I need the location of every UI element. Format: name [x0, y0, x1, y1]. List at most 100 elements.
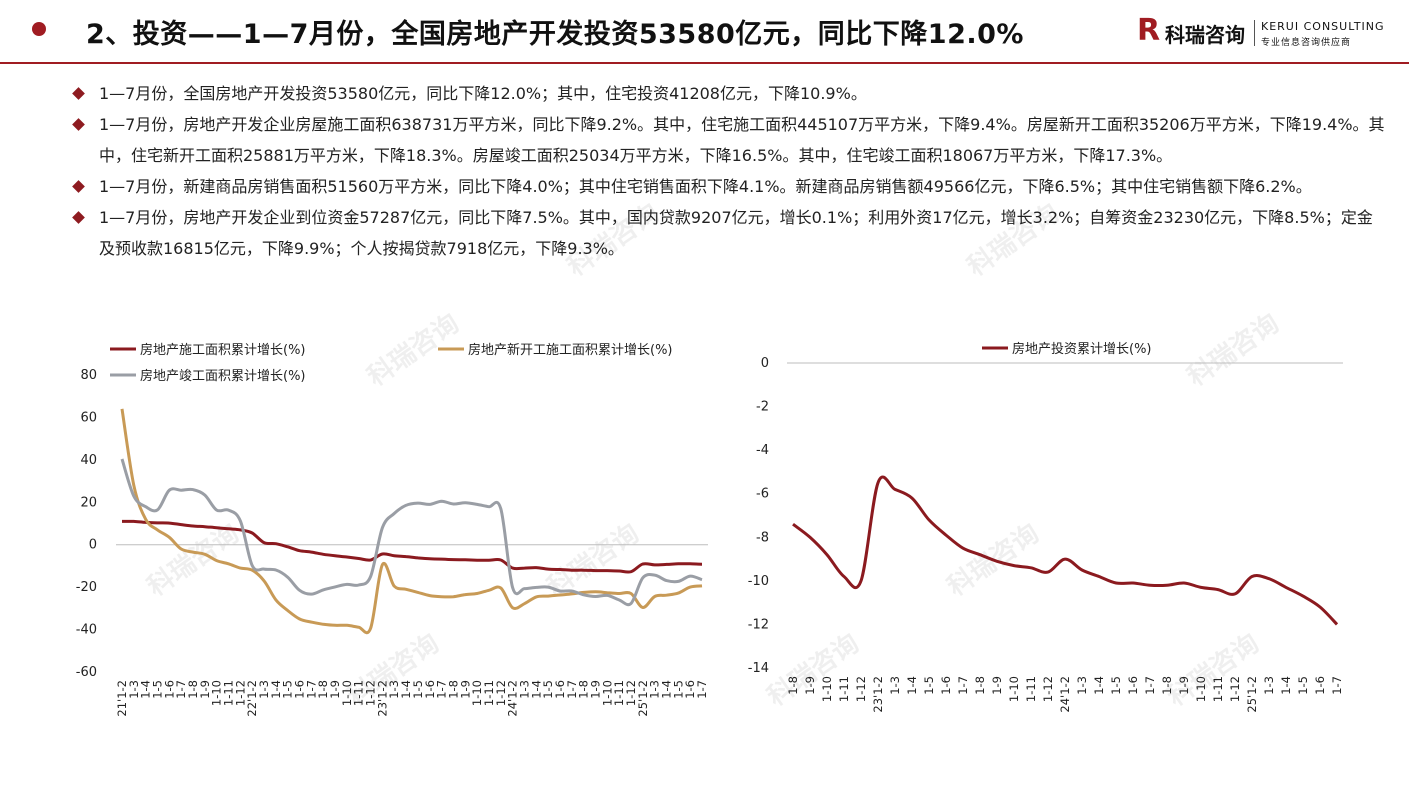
bullet-list: 1—7月份，全国房地产开发投资53580亿元，同比下降12.0%；其中，住宅投资… — [72, 78, 1387, 264]
data-point — [618, 570, 620, 572]
data-point — [500, 507, 502, 509]
data-point — [500, 559, 502, 561]
x-tick-label: 25'1-2 — [636, 680, 650, 717]
data-point — [121, 458, 123, 460]
data-point — [535, 566, 537, 568]
diamond-bullet-icon — [72, 87, 85, 100]
y-tick-label: -2 — [756, 400, 769, 415]
data-point — [180, 548, 182, 550]
y-tick-label: -60 — [76, 665, 97, 680]
data-point — [263, 580, 265, 582]
data-point — [1149, 584, 1151, 586]
data-point — [369, 559, 371, 561]
x-tick-label: 1-3 — [888, 676, 902, 695]
data-point — [168, 536, 170, 538]
data-point — [488, 559, 490, 561]
data-point — [1013, 564, 1015, 566]
data-point — [298, 589, 300, 591]
data-point — [334, 555, 336, 557]
x-tick-label: 1-8 — [786, 676, 800, 695]
y-tick-label: -14 — [748, 661, 769, 676]
x-tick-label: 1-10 — [820, 676, 834, 702]
data-point — [1047, 571, 1049, 573]
x-tick-label: 1-9 — [803, 676, 817, 695]
x-tick-label: 1-5 — [541, 680, 555, 699]
data-point — [1081, 569, 1083, 571]
data-point — [464, 559, 466, 561]
data-point — [642, 577, 644, 579]
x-tick-label: 1-12 — [494, 680, 508, 706]
data-point — [945, 534, 947, 536]
data-point — [452, 558, 454, 560]
data-point — [535, 596, 537, 598]
data-point — [204, 553, 206, 555]
data-point — [618, 592, 620, 594]
x-tick-label: 1-12 — [1041, 676, 1055, 702]
data-point — [429, 558, 431, 560]
data-point — [239, 529, 241, 531]
data-point — [701, 585, 703, 587]
title-underline — [0, 62, 1409, 64]
x-tick-label: 1-8 — [1160, 676, 1174, 695]
y-tick-label: -40 — [76, 623, 97, 638]
data-point — [594, 595, 596, 597]
x-tick-label: 1-10 — [470, 680, 484, 706]
data-point — [1030, 567, 1032, 569]
data-point — [559, 590, 561, 592]
y-tick-label: 20 — [80, 495, 97, 510]
data-point — [440, 500, 442, 502]
data-point — [310, 593, 312, 595]
data-point — [358, 584, 360, 586]
data-point — [665, 594, 667, 596]
data-point — [642, 563, 644, 565]
x-tick-label: 1-9 — [990, 676, 1004, 695]
x-tick-label: 1-12 — [364, 680, 378, 706]
data-point — [653, 574, 655, 576]
bullet-text: 1—7月份，新建商品房销售面积51560万平方米，同比下降4.0%；其中住宅销售… — [99, 177, 1312, 196]
x-tick-label: 1-5 — [922, 676, 936, 695]
data-point — [204, 525, 206, 527]
x-tick-label: 22'1-2 — [245, 680, 259, 717]
data-point — [571, 593, 573, 595]
data-point — [894, 488, 896, 490]
data-point — [204, 494, 206, 496]
x-tick-label: 1-11 — [352, 680, 366, 706]
data-point — [523, 567, 525, 569]
data-point — [358, 626, 360, 628]
data-point — [809, 536, 811, 538]
legend-label: 房地产投资累计增长(%) — [1012, 341, 1152, 357]
data-point — [192, 551, 194, 553]
data-point — [263, 541, 265, 543]
data-point — [500, 587, 502, 589]
x-tick-label: 1-12 — [233, 680, 247, 706]
y-tick-label: -4 — [756, 443, 769, 458]
x-tick-label: 1-9 — [588, 680, 602, 699]
brand-name-cn: 科瑞咨询 — [1165, 23, 1245, 47]
data-point — [547, 595, 549, 597]
data-point — [251, 532, 253, 534]
data-point — [665, 579, 667, 581]
x-tick-label: 1-10 — [1194, 676, 1208, 702]
x-tick-label: 1-11 — [1024, 676, 1038, 702]
y-tick-label: -12 — [748, 617, 769, 632]
data-point — [121, 520, 123, 522]
data-point — [440, 595, 442, 597]
data-point — [334, 624, 336, 626]
data-point — [1132, 582, 1134, 584]
data-point — [417, 591, 419, 593]
x-tick-label: 1-5 — [671, 680, 685, 699]
data-point — [1336, 623, 1338, 625]
data-point — [996, 560, 998, 562]
data-point — [1115, 582, 1117, 584]
data-point — [215, 509, 217, 511]
data-point — [594, 569, 596, 571]
data-point — [571, 590, 573, 592]
data-point — [630, 570, 632, 572]
x-tick-label: 1-4 — [399, 680, 413, 699]
data-point — [928, 519, 930, 521]
data-point — [227, 563, 229, 565]
x-tick-label: 1-5 — [1296, 676, 1310, 695]
data-point — [559, 568, 561, 570]
x-tick-label: 1-4 — [529, 680, 543, 699]
data-point — [393, 512, 395, 514]
